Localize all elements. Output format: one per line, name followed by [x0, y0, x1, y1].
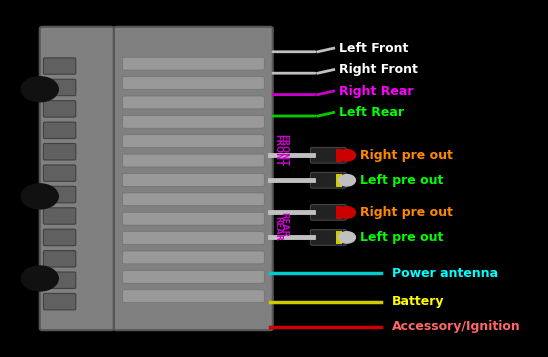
- FancyBboxPatch shape: [43, 79, 76, 96]
- Bar: [336, 149, 341, 162]
- FancyBboxPatch shape: [43, 251, 76, 267]
- FancyBboxPatch shape: [122, 135, 264, 147]
- Text: Right pre out: Right pre out: [360, 206, 453, 219]
- Text: Left pre out: Left pre out: [360, 174, 443, 187]
- FancyBboxPatch shape: [310, 230, 346, 245]
- FancyBboxPatch shape: [43, 101, 76, 117]
- Bar: [336, 231, 341, 244]
- Text: Accessory/Ignition: Accessory/Ignition: [392, 320, 521, 333]
- FancyBboxPatch shape: [310, 172, 346, 188]
- FancyBboxPatch shape: [122, 77, 264, 90]
- FancyBboxPatch shape: [122, 212, 264, 225]
- FancyBboxPatch shape: [122, 96, 264, 109]
- FancyBboxPatch shape: [114, 27, 273, 330]
- Text: FRONT: FRONT: [273, 134, 283, 166]
- Bar: [336, 174, 341, 187]
- Circle shape: [339, 150, 356, 161]
- FancyBboxPatch shape: [122, 154, 264, 167]
- FancyBboxPatch shape: [43, 144, 76, 160]
- Text: Battery: Battery: [392, 295, 444, 308]
- FancyBboxPatch shape: [43, 165, 76, 181]
- Circle shape: [21, 77, 58, 102]
- FancyBboxPatch shape: [43, 272, 76, 288]
- Text: Right pre out: Right pre out: [360, 149, 453, 162]
- Circle shape: [21, 266, 58, 291]
- FancyBboxPatch shape: [39, 27, 114, 330]
- FancyBboxPatch shape: [122, 232, 264, 245]
- FancyBboxPatch shape: [122, 270, 264, 283]
- Circle shape: [339, 175, 356, 186]
- Text: REAR: REAR: [273, 216, 283, 241]
- Text: Right Front: Right Front: [339, 63, 418, 76]
- FancyBboxPatch shape: [122, 174, 264, 186]
- FancyBboxPatch shape: [310, 147, 346, 163]
- FancyBboxPatch shape: [122, 193, 264, 206]
- FancyBboxPatch shape: [43, 58, 76, 74]
- FancyBboxPatch shape: [122, 115, 264, 128]
- FancyBboxPatch shape: [43, 293, 76, 310]
- Circle shape: [21, 184, 58, 209]
- Text: FRONT: FRONT: [279, 134, 288, 166]
- FancyBboxPatch shape: [43, 122, 76, 139]
- FancyBboxPatch shape: [310, 205, 346, 220]
- Text: Left pre out: Left pre out: [360, 231, 443, 244]
- Text: Power antenna: Power antenna: [392, 267, 498, 280]
- Circle shape: [339, 207, 356, 218]
- FancyBboxPatch shape: [43, 186, 76, 203]
- FancyBboxPatch shape: [122, 251, 264, 264]
- FancyBboxPatch shape: [43, 208, 76, 224]
- Text: Left Rear: Left Rear: [339, 106, 404, 119]
- Text: Left Front: Left Front: [339, 42, 408, 55]
- Circle shape: [339, 232, 356, 243]
- Bar: [336, 206, 341, 219]
- FancyBboxPatch shape: [122, 57, 264, 70]
- Text: REAR: REAR: [279, 212, 288, 237]
- FancyBboxPatch shape: [122, 290, 264, 303]
- Text: Right Rear: Right Rear: [339, 85, 414, 97]
- FancyBboxPatch shape: [43, 229, 76, 246]
